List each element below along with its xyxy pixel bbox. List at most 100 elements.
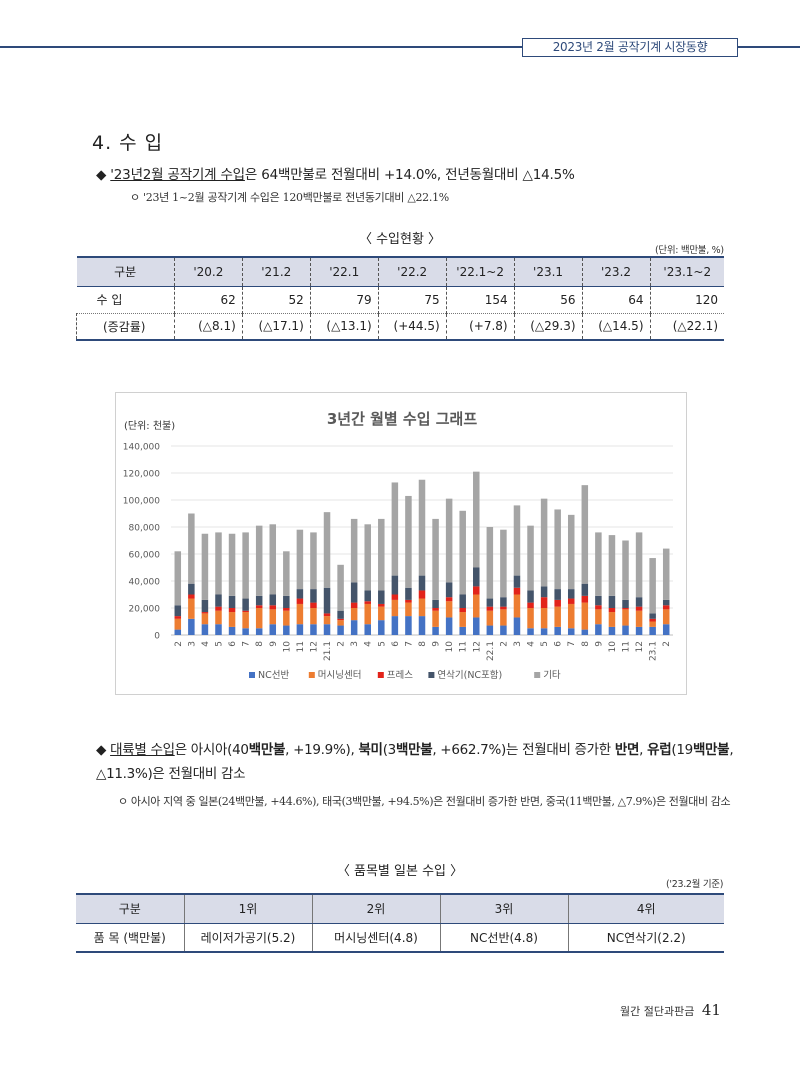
bar-segment	[296, 624, 304, 635]
bullet1-text: 은 64백만불로 전월대비 +14.0%, 전년동월대비 △14.5%	[244, 167, 575, 183]
bar-segment	[188, 598, 195, 619]
bar-segment	[432, 626, 439, 635]
bar-segment	[364, 590, 371, 602]
x-tick-label: 4	[527, 641, 537, 647]
bar-segment	[554, 589, 561, 600]
bar-segment	[323, 587, 331, 614]
bar-segment	[350, 608, 358, 621]
import-cumulative-note: ㅇ '23년 1~2월 공작기계 수입은 120백만불로 전년동기대비 △22.…	[130, 189, 449, 205]
bar-segment	[269, 524, 277, 595]
bar-segment	[174, 618, 182, 630]
table-header-cell: '20.2	[173, 256, 243, 287]
bar-segment	[242, 612, 249, 629]
y-tick-label: 20,000	[129, 605, 161, 615]
bar-segment	[283, 608, 290, 611]
bullet2-text: (19	[671, 742, 693, 758]
circle-bullet-icon: ㅇ	[130, 191, 140, 204]
bar-segment	[201, 624, 209, 635]
bar-segment	[391, 575, 399, 595]
x-tick-label: 2	[662, 641, 672, 647]
x-tick-label: 2	[337, 641, 347, 647]
bullet2-text: , +662.7%)	[432, 742, 506, 758]
bullet2-text: 는 전월대비 증가한	[505, 742, 615, 758]
bar-segment	[622, 540, 629, 600]
table-cell: 56	[513, 286, 583, 313]
bar-segment	[174, 616, 182, 619]
bar-segment	[567, 628, 575, 635]
bar-segment	[540, 498, 548, 587]
bar-segment	[635, 532, 643, 598]
bar-segment	[513, 505, 521, 576]
bar-segment	[554, 599, 561, 607]
bar-segment	[567, 598, 575, 604]
bar-segment	[269, 624, 277, 635]
x-tick-label: 8	[581, 641, 591, 647]
bar-segment	[500, 625, 507, 635]
table-cell: 52	[241, 286, 311, 313]
bar-segment	[242, 532, 249, 599]
bar-segment	[486, 527, 494, 599]
bar-segment	[554, 606, 561, 627]
table-header-cell: '23.2	[581, 256, 650, 287]
x-tick-label: 5	[377, 641, 387, 647]
bar-segment	[418, 479, 426, 576]
table-header-row: 구분 '20.2 '21.2 '22.1 '22.2 '22.1~2 '23.1…	[76, 256, 724, 287]
x-tick-label: 12	[635, 641, 645, 652]
table-cell: NC연삭기(2.2)	[567, 923, 724, 953]
bar-segment	[635, 610, 643, 627]
x-tick-label: 12	[472, 641, 482, 652]
x-tick-label: 22.1	[486, 641, 496, 661]
bar-segment	[649, 558, 656, 614]
legend-swatch	[249, 672, 255, 678]
bar-segment	[350, 518, 358, 583]
bar-segment	[635, 597, 643, 607]
legend-label: 연삭기(NC포함)	[437, 670, 502, 681]
bar-segment	[513, 594, 521, 618]
bullet2-text: , △11.3%)은 전월대비 감소	[96, 742, 734, 782]
bar-segment	[595, 532, 602, 596]
x-tick-label: 2	[499, 641, 509, 647]
table-header-cell: 3위	[439, 893, 568, 924]
table-cell: (증감률)	[76, 312, 175, 341]
bar-segment	[662, 624, 670, 635]
bar-segment	[486, 606, 494, 611]
bar-segment	[296, 598, 304, 604]
bar-segment	[567, 589, 575, 599]
circle-bullet-icon: ㅇ	[118, 795, 128, 808]
bar-segment	[174, 551, 182, 606]
chart-canvas: 3년간 월별 수입 그래프 (단위: 천불) 0 20,000 40,000 60,000…	[123, 410, 673, 681]
bar-segment	[649, 621, 656, 627]
bar-segment	[622, 608, 629, 610]
x-tick-label: 7	[242, 641, 252, 647]
x-tick-label: 4	[364, 641, 374, 647]
bar-segment	[188, 513, 195, 584]
bar-segment	[581, 629, 589, 635]
bar-segment	[337, 625, 344, 635]
bullet2-subject: 대륙별 수입	[110, 742, 175, 758]
table-header-cell: 구분	[76, 893, 184, 924]
japan-table-unit: ('23.2월 기준)	[666, 879, 724, 890]
bar-segment	[473, 594, 480, 618]
magazine-name: 월간 절단과판금	[620, 1005, 695, 1018]
bar-segment	[228, 608, 236, 613]
bar-segment	[662, 599, 670, 606]
bar-segment	[378, 518, 385, 591]
x-tick-label: 10	[282, 641, 292, 653]
bar-segment	[255, 608, 263, 629]
table-cell: 64	[581, 286, 650, 313]
y-tick-label: 0	[154, 632, 160, 642]
import-status-table: 구분 '20.2 '21.2 '22.1 '22.2 '22.1~2 '23.1…	[76, 256, 724, 341]
bar-segment	[296, 603, 304, 625]
x-tick-label: 11	[459, 641, 469, 652]
x-tick-label: 3	[350, 641, 360, 647]
bar-segment	[337, 610, 344, 619]
y-tick-label: 100,000	[123, 497, 160, 507]
bullet2-text: (3	[382, 742, 397, 758]
bar-segment	[445, 582, 453, 598]
y-tick-label: 120,000	[123, 470, 160, 480]
bar-segment	[364, 603, 371, 625]
bar-segment	[635, 626, 643, 635]
bar-segment	[296, 529, 304, 590]
table-row: (증감률) (△8.1) (△17.1) (△13.1) (+44.5) (+7…	[76, 312, 724, 341]
y-tick-label: 80,000	[129, 524, 161, 534]
